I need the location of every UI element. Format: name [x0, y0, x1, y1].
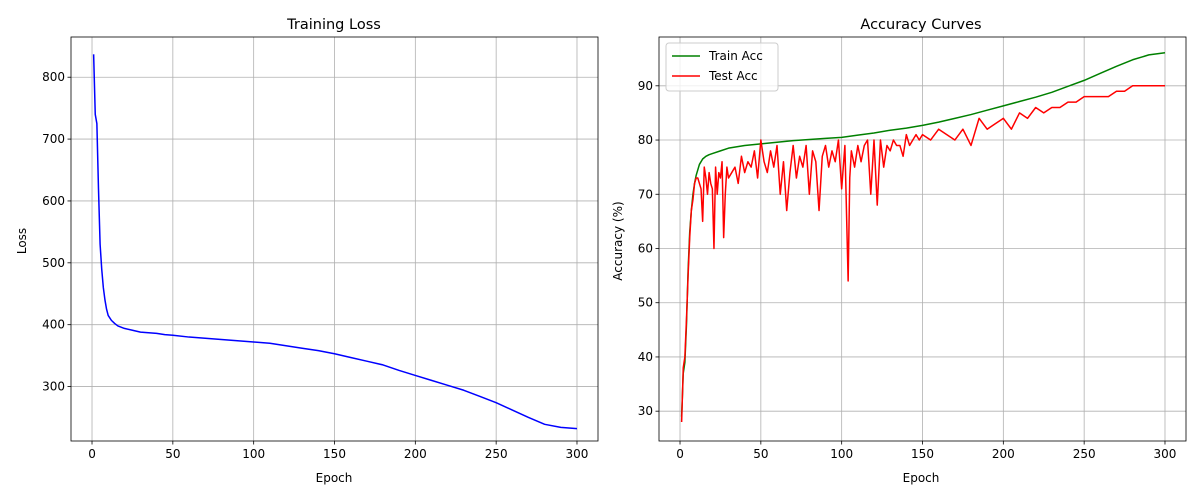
- y-tick-label: 60: [638, 241, 653, 255]
- x-tick-label: 50: [165, 447, 180, 461]
- chart-title: Accuracy Curves: [860, 17, 981, 33]
- y-axis-label: Loss: [15, 228, 29, 254]
- x-tick-label: 250: [485, 447, 508, 461]
- x-tick-label: 0: [676, 447, 684, 461]
- x-tick-label: 200: [404, 447, 427, 461]
- loss-line: [92, 54, 578, 430]
- y-tick-label: 50: [638, 296, 653, 310]
- x-tick-label: 300: [566, 447, 589, 461]
- accuracy-curves-chart: Accuracy Curves Epoch Accuracy (%) 0 50 10…: [611, 17, 1187, 485]
- y-tick-label: 80: [638, 133, 653, 147]
- x-tick-label: 250: [1073, 447, 1096, 461]
- y-tick-label: 700: [42, 132, 65, 146]
- x-tick-label: 150: [911, 447, 934, 461]
- x-axis-label: Epoch: [903, 471, 940, 485]
- x-tick-label: 100: [830, 447, 853, 461]
- legend: Train Acc Test Acc: [665, 42, 779, 92]
- y-tick-label: 400: [42, 318, 65, 332]
- y-tick-label: 800: [42, 70, 65, 84]
- x-axis-label: Epoch: [316, 471, 353, 485]
- training-loss-chart: Training Loss Epoch Loss 0 50 100 150 200 250…: [15, 17, 599, 485]
- legend-box: [665, 42, 779, 92]
- y-tick-label: 30: [638, 404, 653, 418]
- y-tick-label: 600: [42, 194, 65, 208]
- x-tick-label: 50: [753, 447, 768, 461]
- y-tick-label: 90: [638, 79, 653, 93]
- legend-label: Train Acc: [708, 49, 763, 63]
- y-axis-label: Accuracy (%): [611, 201, 625, 280]
- x-tick-label: 200: [992, 447, 1015, 461]
- x-tick-label: 0: [88, 447, 96, 461]
- test-acc-line: [680, 85, 1165, 423]
- x-tick-label: 150: [323, 447, 346, 461]
- y-tick-label: 40: [638, 350, 653, 364]
- chart-title: Training Loss: [286, 17, 381, 33]
- y-tick-label: 70: [638, 187, 653, 201]
- y-tick-label: 500: [42, 256, 65, 270]
- x-tick-label: 300: [1154, 447, 1177, 461]
- legend-label: Test Acc: [708, 69, 758, 83]
- x-tick-label: 100: [242, 447, 265, 461]
- y-tick-label: 300: [42, 380, 65, 394]
